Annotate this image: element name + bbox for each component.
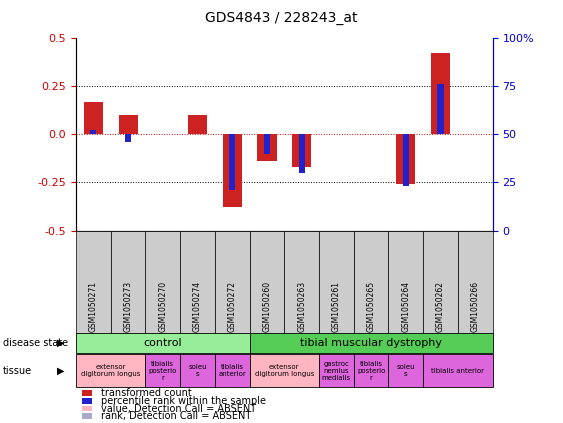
Bar: [125, 135, 131, 142]
Text: soleu
s: soleu s: [188, 364, 207, 377]
Text: tibialis
posterio
r: tibialis posterio r: [357, 360, 385, 381]
Text: ▶: ▶: [57, 338, 65, 348]
Text: ▶: ▶: [57, 365, 65, 376]
Bar: [229, 135, 235, 190]
Text: tibialis
posterio
r: tibialis posterio r: [149, 360, 177, 381]
Text: extensor
digitorum longus: extensor digitorum longus: [81, 364, 140, 377]
Text: GSM1050270: GSM1050270: [158, 281, 167, 332]
Text: GSM1050274: GSM1050274: [193, 281, 202, 332]
Bar: [188, 115, 207, 135]
Text: control: control: [144, 338, 182, 348]
Bar: [84, 102, 103, 135]
Bar: [90, 130, 96, 135]
Text: tibialis
anterior: tibialis anterior: [218, 364, 246, 377]
Text: GSM1050272: GSM1050272: [228, 281, 236, 332]
Bar: [403, 135, 409, 186]
Text: transformed count: transformed count: [101, 388, 192, 398]
Text: GSM1050260: GSM1050260: [262, 281, 271, 332]
Text: GSM1050263: GSM1050263: [297, 281, 306, 332]
Text: GSM1050273: GSM1050273: [124, 281, 132, 332]
Bar: [257, 135, 276, 161]
Text: disease state: disease state: [3, 338, 68, 348]
Bar: [264, 135, 270, 154]
Text: GSM1050266: GSM1050266: [471, 281, 480, 332]
Bar: [223, 135, 242, 207]
Text: tibialis anterior: tibialis anterior: [431, 368, 484, 374]
Bar: [431, 53, 450, 135]
Text: rank, Detection Call = ABSENT: rank, Detection Call = ABSENT: [101, 411, 252, 421]
Text: GSM1050261: GSM1050261: [332, 281, 341, 332]
Text: GSM1050271: GSM1050271: [89, 281, 98, 332]
Text: value, Detection Call = ABSENT: value, Detection Call = ABSENT: [101, 404, 257, 414]
Bar: [298, 135, 305, 173]
Text: percentile rank within the sample: percentile rank within the sample: [101, 396, 266, 406]
Text: tissue: tissue: [3, 365, 32, 376]
Bar: [396, 135, 415, 184]
Text: GSM1050262: GSM1050262: [436, 281, 445, 332]
Bar: [119, 115, 137, 135]
Bar: [437, 84, 444, 135]
Text: gastroc
nemius
medialis: gastroc nemius medialis: [322, 360, 351, 381]
Text: GDS4843 / 228243_at: GDS4843 / 228243_at: [205, 11, 358, 25]
Text: extensor
digitorum longus: extensor digitorum longus: [254, 364, 314, 377]
Text: tibial muscular dystrophy: tibial muscular dystrophy: [300, 338, 442, 348]
Text: GSM1050264: GSM1050264: [401, 281, 410, 332]
Bar: [292, 135, 311, 167]
Text: GSM1050265: GSM1050265: [367, 281, 376, 332]
Text: soleu
s: soleu s: [396, 364, 415, 377]
